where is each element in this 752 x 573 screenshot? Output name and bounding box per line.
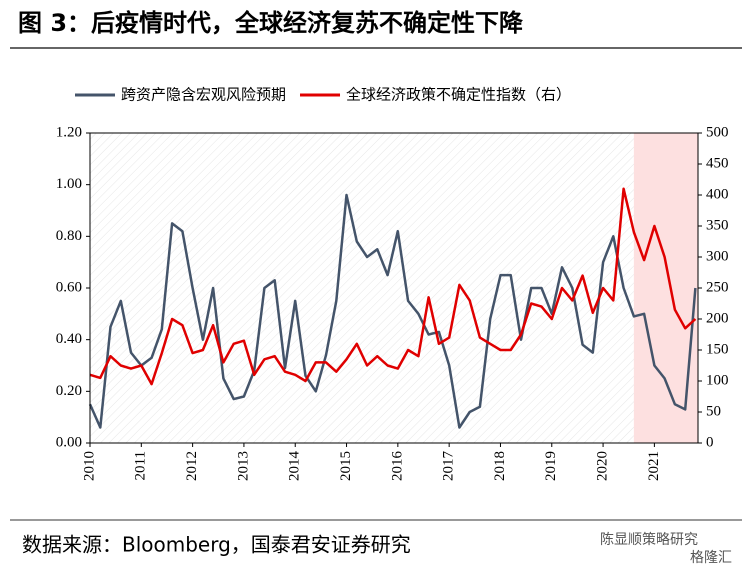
y2-tick-label: 500 (706, 124, 729, 140)
y2-tick-label: 300 (706, 248, 729, 264)
x-tick-label: 2017 (441, 451, 457, 482)
x-tick-label: 2020 (595, 451, 611, 481)
y2-tick-label: 450 (706, 155, 729, 171)
x-tick-label: 2013 (235, 451, 251, 481)
x-tick-label: 2018 (492, 451, 508, 481)
y-tick-label: 0.80 (56, 228, 82, 244)
y2-tick-label: 100 (706, 372, 729, 388)
highlight-region (633, 133, 698, 443)
plot-frame (89, 132, 699, 444)
y-tick-label: 0.60 (56, 279, 82, 295)
x-tick-label: 2012 (184, 451, 200, 481)
y2-tick-label: 50 (706, 403, 721, 419)
series-line (89, 187, 697, 386)
legend-label: 跨资产隐含宏观风险预期 (121, 86, 286, 104)
x-tick-label: 2010 (81, 451, 97, 481)
x-tick-label: 2019 (543, 451, 559, 481)
x-tick-label: 2011 (133, 451, 149, 480)
y2-tick-label: 250 (706, 279, 729, 295)
y-tick-label: 0.20 (56, 383, 82, 399)
legend-label: 全球经济政策不确定性指数（右） (346, 86, 571, 104)
chart-title: 图 3：后疫情时代，全球经济复苏不确定性下降 (18, 9, 524, 37)
y-tick-label: 0.00 (56, 434, 82, 450)
y-tick-label: 1.00 (56, 176, 82, 192)
series-line (88, 193, 697, 429)
source: 数据来源：Bloomberg，国泰君安证券研究 (22, 533, 411, 557)
y2-tick-label: 400 (706, 186, 729, 202)
y2-tick-label: 350 (706, 217, 729, 233)
x-tick-label: 2014 (287, 451, 303, 482)
y2-tick-label: 200 (706, 310, 729, 326)
watermark: 陈显顺策略研究 (600, 531, 698, 548)
y-tick-label: 1.20 (56, 124, 82, 140)
x-tick-label: 2021 (646, 451, 662, 481)
plot-background (90, 133, 698, 443)
x-tick-label: 2015 (338, 451, 354, 481)
y2-tick-label: 150 (706, 341, 729, 357)
y-tick-label: 0.40 (56, 331, 82, 347)
watermark: 格隆汇 (690, 550, 732, 566)
x-tick-label: 2016 (389, 451, 405, 482)
y2-tick-label: 0 (706, 434, 714, 450)
